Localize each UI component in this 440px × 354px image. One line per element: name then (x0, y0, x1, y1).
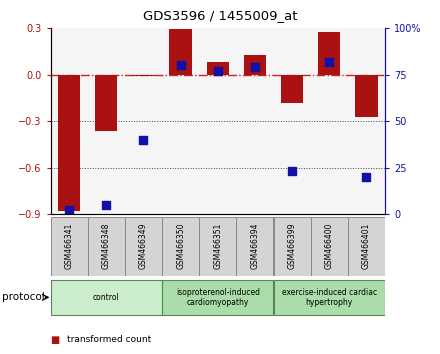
Point (103, 202, 110, 208)
Point (289, 169, 296, 174)
Text: GSM466349: GSM466349 (139, 223, 148, 269)
Text: GSM466341: GSM466341 (65, 223, 73, 269)
FancyBboxPatch shape (199, 217, 236, 275)
Bar (318, 32, 341, 75)
Text: GSM466399: GSM466399 (288, 223, 297, 269)
Point (177, 63, 184, 68)
FancyBboxPatch shape (311, 217, 348, 275)
Point (251, 64, 258, 70)
Text: transformed count: transformed count (67, 335, 151, 344)
Text: GSM466400: GSM466400 (325, 223, 334, 269)
Bar (244, 55, 266, 75)
Point (214, 68, 221, 74)
Point (66, 207, 73, 213)
FancyBboxPatch shape (274, 217, 311, 275)
Text: GSM466401: GSM466401 (362, 223, 371, 269)
FancyBboxPatch shape (162, 280, 273, 315)
Text: control: control (93, 293, 120, 302)
Bar (281, 75, 303, 103)
FancyBboxPatch shape (51, 217, 88, 275)
Point (326, 59, 333, 65)
Point (140, 137, 147, 143)
Point (363, 174, 370, 180)
Text: isoproterenol-induced
cardiomyopathy: isoproterenol-induced cardiomyopathy (176, 288, 260, 307)
Text: GSM466394: GSM466394 (250, 223, 260, 269)
FancyBboxPatch shape (51, 280, 161, 315)
FancyBboxPatch shape (162, 217, 199, 275)
Bar (95, 75, 117, 131)
Text: protocol: protocol (2, 292, 45, 302)
Text: GDS3596 / 1455009_at: GDS3596 / 1455009_at (143, 9, 297, 22)
FancyBboxPatch shape (88, 217, 125, 275)
Text: ■: ■ (51, 335, 60, 345)
FancyBboxPatch shape (348, 217, 385, 275)
Bar (355, 75, 378, 116)
Bar (207, 62, 229, 75)
FancyBboxPatch shape (274, 280, 385, 315)
Text: GSM466350: GSM466350 (176, 223, 185, 269)
Bar (58, 75, 81, 211)
Bar (169, 29, 192, 75)
Text: GSM466351: GSM466351 (213, 223, 222, 269)
Text: GSM466348: GSM466348 (102, 223, 111, 269)
Text: exercise-induced cardiac
hypertrophy: exercise-induced cardiac hypertrophy (282, 288, 377, 307)
FancyBboxPatch shape (125, 217, 162, 275)
FancyBboxPatch shape (236, 217, 274, 275)
